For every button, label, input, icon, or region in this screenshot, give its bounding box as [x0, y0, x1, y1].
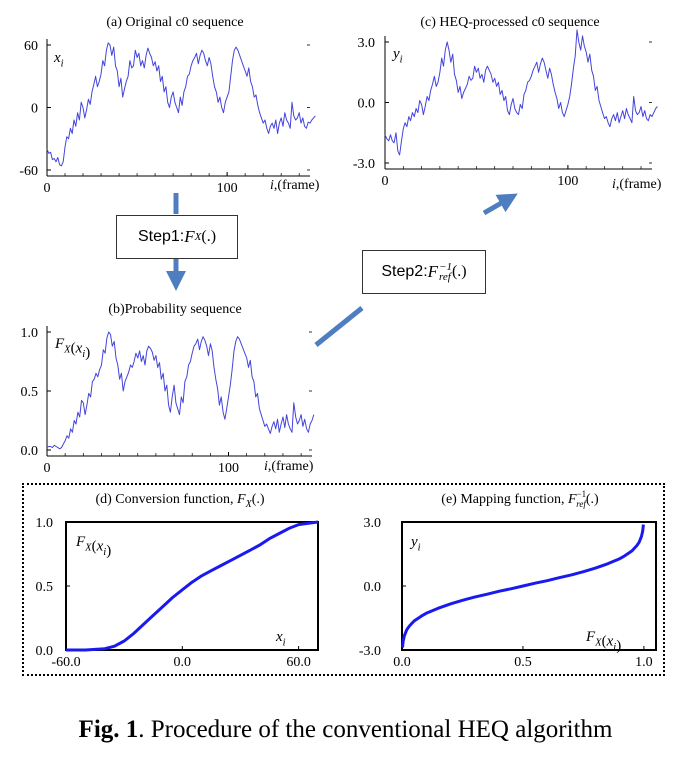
x-tick-label: 0 [44, 181, 51, 196]
step1-label: Step1: [137, 228, 185, 245]
chart-b-title: (b)Probability sequence [108, 302, 241, 317]
y-tick-label: 0.0 [36, 644, 54, 659]
x-axis-label: FX(xi) [585, 629, 621, 654]
y-tick-label: 0.0 [358, 97, 376, 112]
x-tick-label: 0.0 [174, 655, 192, 670]
series-line-c [384, 29, 658, 156]
series-line-a [46, 42, 316, 167]
chart-c-title: (c) HEQ-processed c0 sequence [420, 15, 599, 30]
step2-arrow-upper [482, 193, 518, 216]
y-axis-label: xi [53, 50, 64, 70]
chart-d-title: (d) Conversion function, FX(.) [95, 492, 264, 510]
y-axis-label: yi [409, 534, 421, 554]
step1-fn: F [184, 227, 195, 246]
y-axis-label: FX(xi) [54, 336, 90, 361]
y-tick-label: -3.0 [359, 644, 381, 659]
y-tick-label: -3.0 [353, 157, 375, 172]
step1-sub: X [194, 231, 202, 243]
bottom-panel-frame [22, 483, 665, 676]
y-tick-label: 1.0 [36, 516, 54, 531]
step2-fn: F [427, 262, 439, 281]
x-tick-label: 0.5 [514, 655, 532, 670]
y-tick-label: 0.0 [364, 580, 382, 595]
caption-text: . Procedure of the conventional HEQ algo… [138, 716, 613, 743]
y-tick-label: 60 [24, 39, 38, 54]
x-tick-label: 0.0 [393, 655, 411, 670]
chart-e-title: (e) Mapping function, F−1 ref(.) [441, 489, 599, 509]
y-tick-label: 0 [31, 102, 38, 117]
step2-label: Step2: [381, 263, 428, 280]
x-tick-label: 100 [218, 461, 239, 476]
x-axis-label: i,(frame) [264, 459, 314, 474]
series-line-d [66, 520, 319, 652]
x-tick-label: 1.0 [635, 655, 653, 670]
y-tick-label: 0.0 [21, 444, 39, 459]
step2-arg: (.) [451, 263, 467, 280]
chart-a: 60 0 -60 0 100 xi i,(frame) [19, 39, 320, 196]
chart-b: 1.0 0.5 0.0 0 100 FX(xi) i,(frame) [21, 326, 315, 476]
y-tick-label: 0.5 [36, 580, 54, 595]
chart-d: 1.00.50.0-60.0 0.0 60.0FX(xi)xi [36, 516, 319, 670]
series-line-e [401, 524, 645, 648]
y-tick-label: 3.0 [364, 516, 382, 531]
chart-a-title: (a) Original c0 sequence [106, 15, 243, 30]
y-tick-label: 3.0 [358, 36, 376, 51]
y-axis-label: yi [391, 46, 403, 66]
y-tick-label: -60 [19, 164, 38, 179]
step2-arrow-lower [314, 306, 364, 347]
series-line-b [46, 331, 315, 450]
step1-arg: (.) [201, 228, 217, 245]
step2-sub: ref [439, 271, 451, 283]
step2-box: Step2: F −1 ref (.) [362, 250, 486, 294]
x-tick-label: 0 [44, 461, 51, 476]
caption-label: Fig. 1 [78, 716, 139, 743]
x-axis-label: xi [275, 629, 286, 649]
x-tick-label: 100 [557, 174, 578, 189]
x-tick-label: 60.0 [286, 655, 311, 670]
x-axis-label: i,(frame) [270, 178, 320, 193]
y-tick-label: 0.5 [21, 385, 39, 400]
chart-e: 3.0 0.0 -3.0 0.0 0.5 1.0 yi FX(xi) [359, 516, 657, 670]
figure-caption: Fig. 1. Procedure of the conventional HE… [0, 716, 691, 744]
x-tick-label: -60.0 [51, 655, 80, 670]
x-tick-label: 0 [382, 174, 389, 189]
y-axis-label: FX(xi) [75, 534, 111, 559]
chart-c: 3.0 0.0 -3.0 0 100 yi i,(frame) [353, 29, 662, 192]
x-tick-label: 100 [217, 181, 238, 196]
y-tick-label: 1.0 [21, 326, 39, 341]
step2-sup: −1 [439, 261, 452, 273]
x-axis-label: i,(frame) [612, 177, 662, 192]
